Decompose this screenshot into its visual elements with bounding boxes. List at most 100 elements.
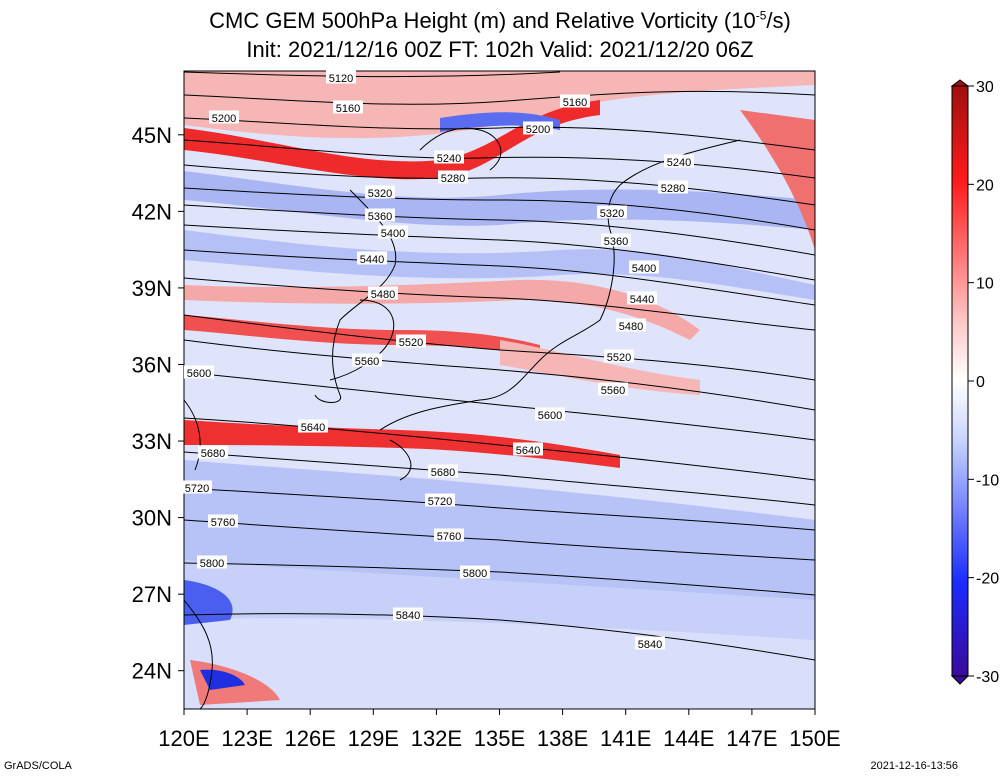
contour-label-bg: [378, 225, 408, 239]
lon-tick-label: 138E: [537, 726, 588, 751]
contour-label: 5400: [632, 263, 656, 275]
colorbar-label: 0: [976, 374, 985, 391]
contour-label-bg: [664, 154, 694, 168]
contour-label: 5600: [187, 368, 211, 380]
contour-label: 5560: [601, 385, 625, 397]
contour-labels: 5120 5160 5160 5200 5200 5240 5240 5280 5280 5320…: [182, 70, 694, 651]
contour-label-bg: [198, 445, 228, 459]
contour-label-bg: [428, 464, 458, 478]
contour-label-bg: [616, 318, 646, 332]
contour-label: 5360: [604, 236, 628, 248]
contour-label-bg: [629, 260, 659, 274]
contour-label-bg: [352, 353, 382, 367]
contour-label: 5520: [607, 352, 631, 364]
lat-tick-label: 45N: [132, 123, 172, 148]
colorbar: 30 20 10 0 -10 -20 -30: [950, 79, 999, 686]
contour-label-bg: [535, 407, 565, 421]
footer-timestamp: 2021-12-16-13:56: [870, 760, 958, 772]
contour-label-bg: [627, 291, 657, 305]
contour-label: 5120: [329, 73, 353, 85]
lon-tick-label: 150E: [789, 726, 840, 751]
contour-label-bg: [208, 514, 238, 528]
contour-label-bg: [601, 233, 631, 247]
lat-tick-label: 33N: [132, 429, 172, 454]
lat-tick-label: 42N: [132, 199, 172, 224]
lon-tick-label: 135E: [474, 726, 525, 751]
contour-label: 5840: [396, 610, 420, 622]
contour-label-bg: [434, 528, 464, 542]
height-contours: [184, 71, 815, 661]
contour-label: 5640: [516, 445, 540, 457]
colorbar-scale: [951, 85, 969, 677]
contour-label: 5480: [619, 321, 643, 333]
contour-label: 5680: [431, 467, 455, 479]
longitude-axis: 120E 123E 126E 129E 132E 135E 138E 141E 144E 147E…: [158, 709, 841, 751]
contour-label-bg: [513, 442, 543, 456]
map-title-line1: CMC GEM 500hPa Height (m) and Relative V…: [209, 8, 791, 33]
colorbar-label: -10: [976, 472, 999, 489]
contour-label-bg: [393, 607, 423, 621]
lat-tick-label: 39N: [132, 276, 172, 301]
contour-label: 5760: [211, 517, 235, 529]
lon-tick-label: 126E: [285, 726, 336, 751]
contour-label: 5400: [381, 228, 405, 240]
contour-label: 5840: [638, 639, 662, 651]
contour-label: 5200: [526, 124, 550, 136]
lat-tick-label: 27N: [132, 582, 172, 607]
contour-label-bg: [434, 150, 464, 164]
lon-tick-label: 144E: [663, 726, 714, 751]
contour-label-bg: [396, 334, 426, 348]
contour-label: 5240: [437, 153, 461, 165]
contour-label-bg: [182, 480, 212, 494]
contour-label: 5560: [355, 356, 379, 368]
contour-label: 5320: [368, 188, 392, 200]
colorbar-label: -30: [976, 669, 999, 686]
contour-label-bg: [438, 170, 468, 184]
contour-label-bg: [184, 365, 214, 379]
contour-label-bg: [333, 100, 363, 114]
contour-label-bg: [523, 121, 553, 135]
contour-label-bg: [425, 493, 455, 507]
map-title-line2: Init: 2021/12/16 00Z FT: 102h Valid: 202…: [246, 37, 754, 62]
colorbar-label: 30: [976, 79, 994, 96]
latitude-axis: 45N 42N 39N 36N 33N 30N 27N 24N: [132, 123, 184, 684]
contour-label: 5680: [201, 448, 225, 460]
lon-tick-label: 141E: [600, 726, 651, 751]
contour-label-bg: [597, 205, 627, 219]
contour-label-bg: [357, 251, 387, 265]
contour-label: 5440: [360, 254, 384, 266]
contour-label: 5800: [200, 558, 224, 570]
colorbar-label: -20: [976, 571, 999, 588]
contour-label: 5200: [212, 113, 236, 125]
contour-label: 5160: [563, 97, 587, 109]
contour-label: 5440: [630, 294, 654, 306]
coastlines: [184, 127, 741, 709]
contour-label-bg: [604, 349, 634, 363]
contour-label: 5280: [441, 173, 465, 185]
lon-tick-label: 123E: [221, 726, 272, 751]
contour-label-bg: [365, 185, 395, 199]
contour-label-bg: [298, 419, 328, 433]
contour-label-bg: [197, 555, 227, 569]
colorbar-top-arrow: [950, 79, 970, 87]
contour-label-bg: [460, 565, 490, 579]
contour-label-bg: [635, 636, 665, 650]
lat-tick-label: 36N: [132, 352, 172, 377]
lat-tick-label: 24N: [132, 659, 172, 684]
footer-credit: GrADS/COLA: [4, 760, 72, 772]
contour-label: 5800: [463, 568, 487, 580]
contour-label: 5480: [371, 289, 395, 301]
colorbar-label: 10: [976, 276, 994, 293]
lat-tick-label: 30N: [132, 506, 172, 531]
lon-tick-label: 120E: [158, 726, 209, 751]
contour-label: 5360: [368, 211, 392, 223]
contour-label: 5240: [667, 157, 691, 169]
contour-label: 5640: [301, 422, 325, 434]
contour-label-bg: [598, 382, 628, 396]
contour-label-bg: [368, 286, 398, 300]
contour-label: 5320: [600, 208, 624, 220]
contour-label: 5760: [437, 531, 461, 543]
contour-label: 5720: [428, 496, 452, 508]
contour-label: 5600: [538, 410, 562, 422]
